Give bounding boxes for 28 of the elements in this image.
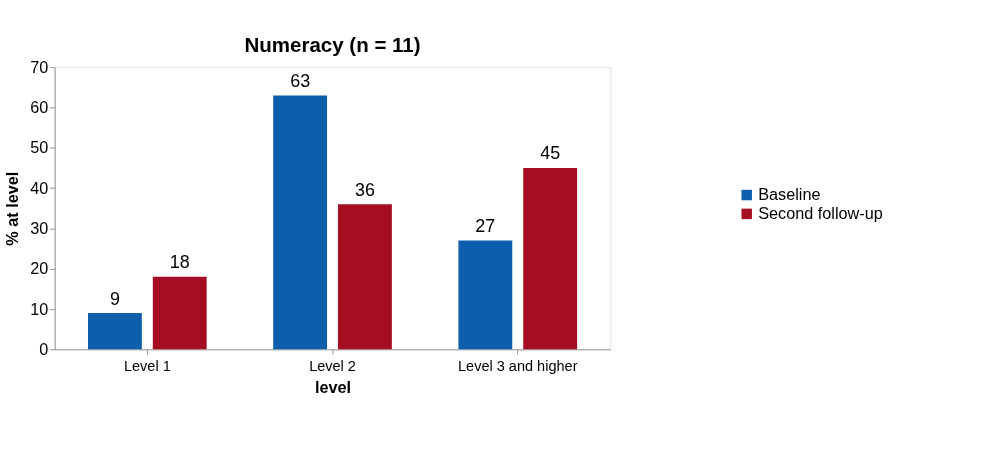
- data-label: 9: [109, 288, 120, 309]
- bar: [273, 95, 328, 350]
- x-axis-title: level: [314, 378, 352, 397]
- chart-title: Numeracy (n = 11): [244, 32, 421, 56]
- legend-label: Baseline: [758, 185, 821, 204]
- data-label: 36: [354, 179, 375, 200]
- bar: [152, 276, 207, 350]
- x-tick-label: Level 3 and higher: [458, 358, 578, 375]
- bar: [338, 204, 392, 350]
- x-tick-label: Level 1: [123, 358, 171, 375]
- data-label: 27: [475, 216, 496, 236]
- x-tick-label: Level 2: [309, 358, 356, 375]
- y-tick-label: 50: [30, 138, 49, 157]
- y-tick-label: 70: [30, 57, 49, 76]
- legend-label: Second follow-up: [758, 203, 883, 222]
- y-tick-label: 20: [30, 259, 49, 278]
- bar: [87, 313, 142, 350]
- y-tick-label: 30: [30, 219, 49, 238]
- y-tick-label: 60: [30, 98, 49, 117]
- y-tick-label: 40: [30, 178, 49, 197]
- data-label: 63: [290, 70, 311, 91]
- bar: [523, 168, 578, 350]
- data-label: 18: [169, 252, 190, 273]
- y-axis-title: % at level: [3, 171, 22, 246]
- bar: [458, 240, 513, 350]
- data-label: 45: [540, 143, 561, 164]
- y-tick-label: 0: [39, 339, 49, 358]
- y-tick-label: 10: [30, 299, 49, 318]
